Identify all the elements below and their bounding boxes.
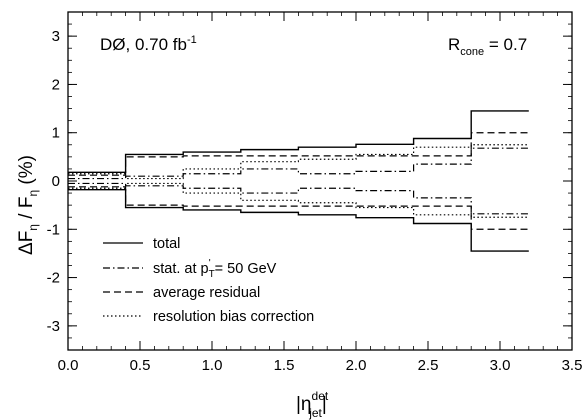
- plot-frame: [67, 11, 573, 351]
- series-resolution-upper: [68, 144, 529, 180]
- y-tick-label: 2: [52, 76, 60, 93]
- legend-label-stat: stat. at pT' = 50 GeV: [153, 258, 277, 280]
- series-resolution-lower: [68, 182, 529, 218]
- axis-ticks: 0.0 0.5 1.0 1.5 2.0 2.5 3.0 3.5 -3 -2 -1 0 1 2 3: [47, 11, 583, 374]
- y-tick-label: -2: [47, 270, 60, 287]
- y-axis-title: ΔFη / Fη (%): [16, 155, 40, 255]
- legend: total stat. at pT' = 50 GeV average resi…: [103, 236, 314, 325]
- x-tick-label: 0.5: [130, 357, 151, 374]
- y-tick-label: 3: [52, 28, 60, 45]
- legend-label-residual: average residual: [153, 285, 260, 301]
- series-total-upper: [68, 110, 529, 174]
- series-group: [68, 110, 529, 252]
- legend-label-resolution: resolution bias correction: [153, 309, 314, 325]
- legend-label-total: total: [153, 236, 180, 252]
- experiment-label: DØ, 0.70 fb-1: [100, 34, 197, 54]
- series-residual-lower: [68, 186, 529, 230]
- x-tick-label: 3.0: [490, 357, 511, 374]
- y-tick-label: 1: [52, 125, 60, 142]
- cone-label: Rcone = 0.7: [448, 35, 527, 58]
- series-stat-lower: [68, 182, 529, 215]
- series-stat-upper: [68, 147, 529, 180]
- series-total-lower: [68, 188, 529, 252]
- y-tick-label: -1: [47, 221, 60, 238]
- x-tick-label: 3.5: [562, 357, 583, 374]
- y-tick-label: -3: [47, 318, 60, 335]
- x-tick-label: 1.5: [274, 357, 295, 374]
- x-tick-label: 2.5: [418, 357, 439, 374]
- series-residual-upper: [68, 132, 529, 176]
- x-tick-label: 2.0: [346, 357, 367, 374]
- y-tick-label: 0: [52, 173, 60, 190]
- x-tick-label: 1.0: [202, 357, 223, 374]
- x-axis-title: |ηdet jet|: [296, 389, 329, 420]
- x-tick-label: 0.0: [58, 357, 79, 374]
